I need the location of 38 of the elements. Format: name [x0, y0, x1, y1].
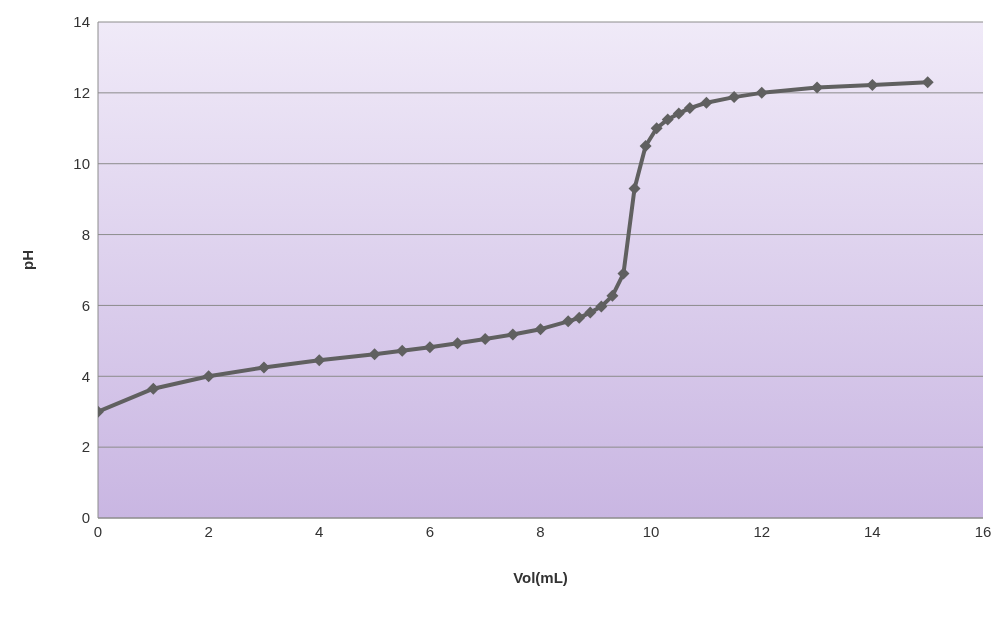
point: [672, 107, 685, 120]
point: [755, 86, 768, 99]
point: [606, 289, 619, 302]
point: [617, 267, 630, 280]
point: [661, 113, 674, 126]
point: [683, 102, 696, 115]
point: [584, 306, 597, 319]
x-tick-label: 10: [642, 522, 660, 540]
x-tick-label: 12: [753, 522, 771, 540]
point: [628, 182, 641, 195]
y-tick-label: 8: [81, 225, 90, 243]
x-axis-title: Vol(mL): [513, 569, 568, 586]
x-tick-label: 4: [315, 522, 324, 540]
point: [506, 328, 519, 341]
point: [650, 122, 663, 135]
y-tick-label: 4: [81, 367, 90, 385]
y-tick-label: 2: [81, 438, 90, 456]
point: [639, 140, 652, 152]
y-axis-title: pH: [19, 250, 37, 270]
x-tick-label: 0: [93, 522, 103, 540]
point: [573, 311, 586, 324]
y-tick-label: 12: [73, 84, 90, 102]
x-tick-label: 14: [864, 522, 881, 540]
y-tick-label: 10: [73, 155, 90, 173]
point: [202, 370, 215, 383]
point: [700, 96, 713, 109]
point: [534, 323, 547, 336]
y-tick-label: 0: [81, 509, 90, 527]
y-tick-label: 14: [73, 13, 90, 31]
x-tick-label: 6: [425, 522, 435, 540]
y-tick-label: 6: [81, 296, 90, 314]
point: [562, 315, 575, 328]
x-tick-label: 2: [204, 522, 213, 540]
x-tick-label: 16: [974, 522, 992, 540]
x-tick-label: 8: [536, 522, 545, 540]
point: [257, 361, 270, 374]
point: [147, 382, 160, 395]
point: [595, 300, 608, 313]
